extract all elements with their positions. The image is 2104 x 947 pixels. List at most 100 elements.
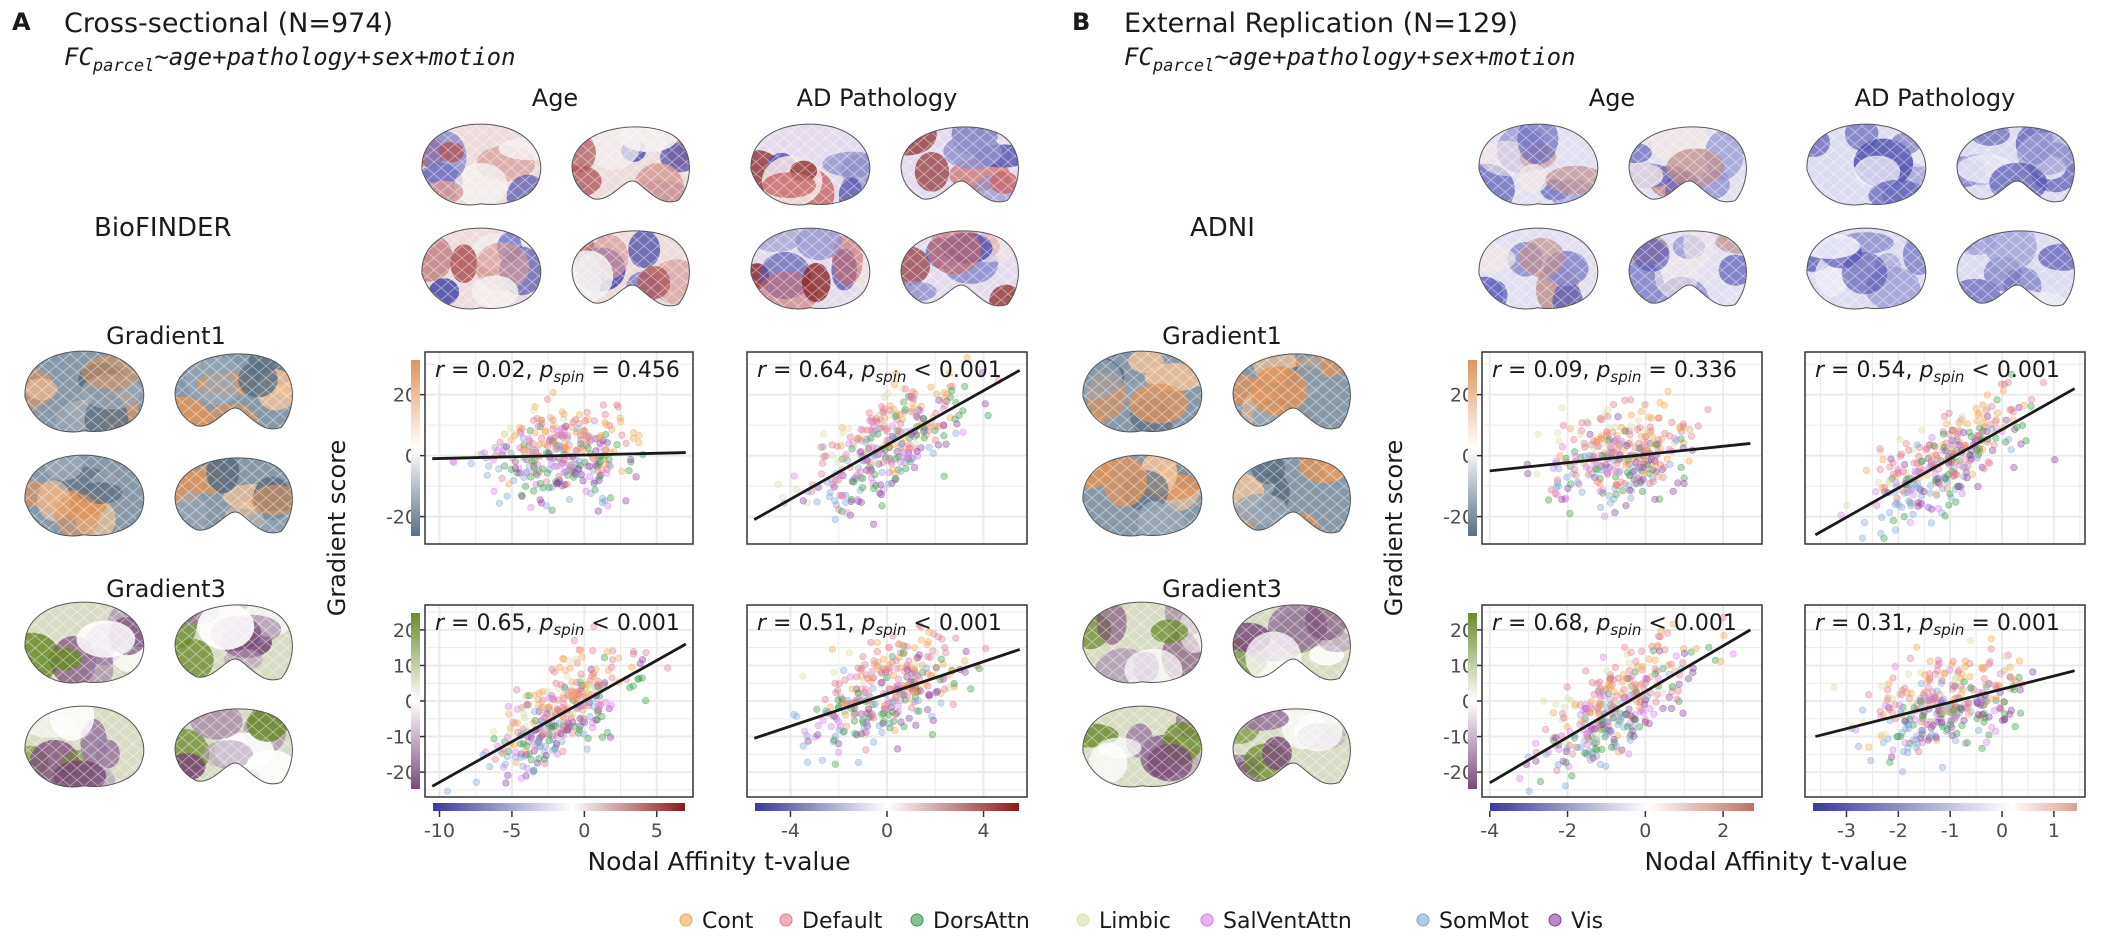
parcel-mesh — [1806, 124, 1926, 205]
data-point-SalVentAttn — [1924, 683, 1932, 692]
data-point-Default — [850, 711, 858, 719]
data-point-Limbic — [893, 410, 901, 418]
data-point-SomMot — [840, 666, 848, 674]
brain-medial-right — [1956, 230, 2075, 307]
annotation-p: p — [860, 611, 875, 636]
data-point-SomMot — [598, 498, 606, 507]
data-point-Vis — [1901, 460, 1909, 469]
data-point-SomMot — [530, 707, 539, 716]
legend-item-SalVentAttn: SalVentAttn — [1200, 909, 1352, 934]
data-point-Vis — [1932, 734, 1940, 742]
annotation-p-sub: spin — [1933, 368, 1964, 386]
data-point-Cont — [1656, 399, 1664, 407]
data-point-SalVentAttn — [843, 509, 851, 517]
brain-outline — [1232, 353, 1351, 430]
data-point-Limbic — [1534, 430, 1542, 438]
data-point-DorsAttn — [570, 722, 578, 730]
data-point-DorsAttn — [1946, 720, 1955, 728]
data-point-Cont — [1921, 671, 1929, 679]
parcel-mesh — [1629, 230, 1747, 306]
data-point-SomMot — [1859, 706, 1867, 714]
x-tick-label: -5 — [502, 820, 521, 842]
data-point-Default — [1638, 647, 1646, 655]
legend-item-SomMot: SomMot — [1416, 909, 1529, 934]
data-point-Default — [1625, 666, 1633, 675]
data-point-Default — [618, 431, 626, 439]
data-point-Vis — [2002, 416, 2010, 424]
data-point-Cont — [1958, 670, 1966, 678]
data-point-Default — [867, 638, 875, 647]
data-point-SalVentAttn — [854, 495, 862, 504]
brain-outline — [1082, 454, 1203, 537]
data-point-Vis — [978, 368, 986, 377]
annotation-p-sub: spin — [875, 368, 906, 386]
data-point-Default — [1559, 421, 1568, 430]
data-point-Limbic — [819, 430, 828, 438]
data-point-SalVentAttn — [1896, 701, 1904, 709]
brain-lateral-right — [421, 227, 542, 310]
annotation-p: p — [1595, 611, 1610, 636]
data-point-Default — [1626, 674, 1634, 682]
data-point-Default — [564, 432, 572, 440]
data-point-Vis — [553, 479, 561, 487]
data-point-Default — [542, 730, 550, 738]
data-point-SalVentAttn — [845, 440, 853, 448]
data-point-Vis — [1651, 495, 1659, 504]
data-point-SalVentAttn — [493, 446, 502, 455]
data-point-Cont — [879, 655, 888, 663]
data-point-Limbic — [1626, 684, 1634, 692]
data-point-SomMot — [952, 429, 960, 437]
data-point-Vis — [542, 751, 550, 760]
data-point-Cont — [521, 747, 530, 755]
brain-lateral-left — [1806, 123, 1927, 206]
data-point-DorsAttn — [528, 457, 536, 465]
data-point-Limbic — [1957, 419, 1965, 427]
data-point-Default — [905, 657, 913, 665]
data-point-Default — [533, 414, 541, 423]
data-point-Default — [881, 705, 889, 713]
data-point-Cont — [615, 654, 623, 662]
data-point-Vis — [857, 448, 865, 456]
data-point-DorsAttn — [1941, 512, 1949, 520]
data-point-Vis — [2010, 464, 2018, 472]
data-point-Default — [1987, 645, 1995, 653]
data-point-Default — [608, 656, 617, 664]
data-point-Limbic — [1830, 683, 1838, 691]
data-point-Default — [1883, 686, 1892, 694]
data-point-Default — [1596, 415, 1604, 423]
data-point-SalVentAttn — [904, 455, 912, 463]
data-point-Vis — [1625, 486, 1634, 494]
data-point-Cont — [841, 699, 849, 707]
data-point-DorsAttn — [1581, 749, 1589, 757]
parcel-mesh — [1082, 602, 1202, 683]
data-point-Cont — [896, 640, 904, 648]
data-point-SomMot — [472, 778, 480, 786]
correlation-annotation: r = 0.64, pspin < 0.001 — [757, 358, 1002, 386]
data-point-Limbic — [539, 704, 547, 713]
panel-letter: A — [12, 8, 31, 36]
data-point-Cont — [549, 388, 557, 397]
data-point-SomMot — [1938, 763, 1947, 772]
data-point-Cont — [1692, 645, 1700, 653]
data-point-Cont — [1987, 695, 1995, 703]
data-point-Limbic — [1889, 695, 1897, 703]
data-point-Limbic — [792, 486, 801, 494]
data-point-DorsAttn — [543, 469, 552, 477]
data-point-Vis — [1591, 725, 1599, 733]
data-point-SalVentAttn — [1889, 746, 1897, 754]
data-point-SomMot — [1947, 493, 1955, 501]
data-point-Vis — [1978, 710, 1987, 719]
brain-surface — [175, 708, 293, 784]
data-point-DorsAttn — [613, 441, 621, 449]
brain-outline — [1082, 350, 1203, 433]
data-point-Limbic — [1540, 697, 1548, 705]
data-point-Default — [1668, 418, 1676, 426]
data-point-Cont — [1993, 409, 2002, 417]
data-point-Default — [1611, 663, 1619, 671]
data-point-SomMot — [1983, 683, 1991, 691]
data-point-DorsAttn — [642, 697, 650, 705]
data-point-SomMot — [1858, 534, 1867, 542]
